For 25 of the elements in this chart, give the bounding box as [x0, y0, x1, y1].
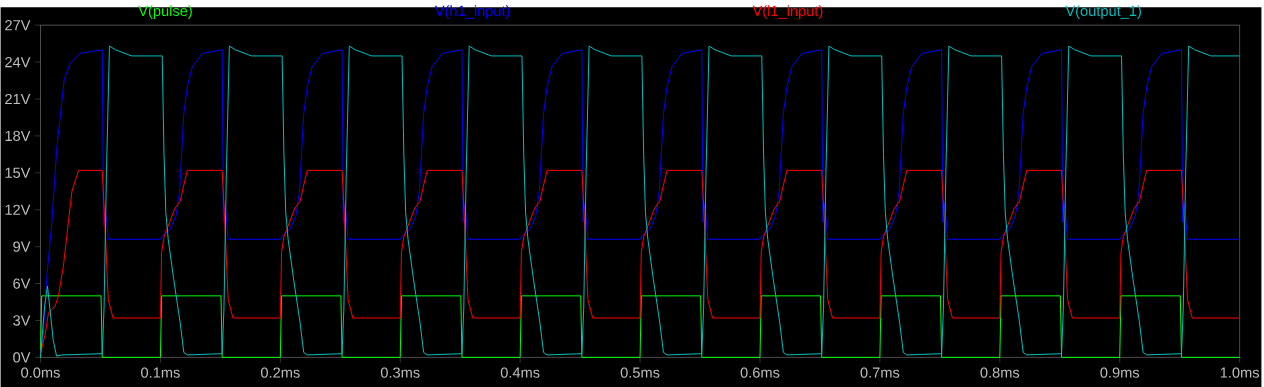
x-tick-label: 0.0ms: [21, 367, 60, 378]
y-tick-label: 15V: [5, 167, 31, 178]
y-tick-label: 24V: [5, 56, 31, 68]
x-tick-label: 0.2ms: [260, 367, 300, 378]
x-tick-label: 0.1ms: [141, 367, 180, 378]
text: V(l1_input): [752, 5, 823, 19]
y-tick-label: 3V: [13, 315, 31, 326]
y-tick-label: 6V: [13, 278, 31, 289]
x-tick-label: 0.5ms: [620, 367, 660, 378]
series-label: V(output_1): [1065, 5, 1141, 19]
y-tick-label: 18V: [5, 130, 31, 141]
text: V(h1_input): [434, 5, 510, 19]
y-tick-label: 9V: [13, 241, 31, 252]
x-tick-label: 0.8ms: [980, 367, 1020, 378]
y-tick-label: 27V: [5, 19, 31, 31]
x-tick-label: 0.7ms: [860, 367, 900, 378]
y-tick-label: 0V: [13, 352, 31, 363]
x-tick-label: 1.0ms: [1220, 367, 1260, 378]
x-tick-label: 0.6ms: [740, 367, 780, 378]
y-tick-label: 12V: [5, 204, 31, 215]
text: V(pulse): [138, 5, 192, 19]
y-tick-label: 21V: [5, 93, 31, 104]
x-tick-label: 0.3ms: [380, 367, 420, 378]
x-tick-label: 0.4ms: [500, 367, 540, 378]
x-tick-label: 0.9ms: [1100, 367, 1140, 378]
